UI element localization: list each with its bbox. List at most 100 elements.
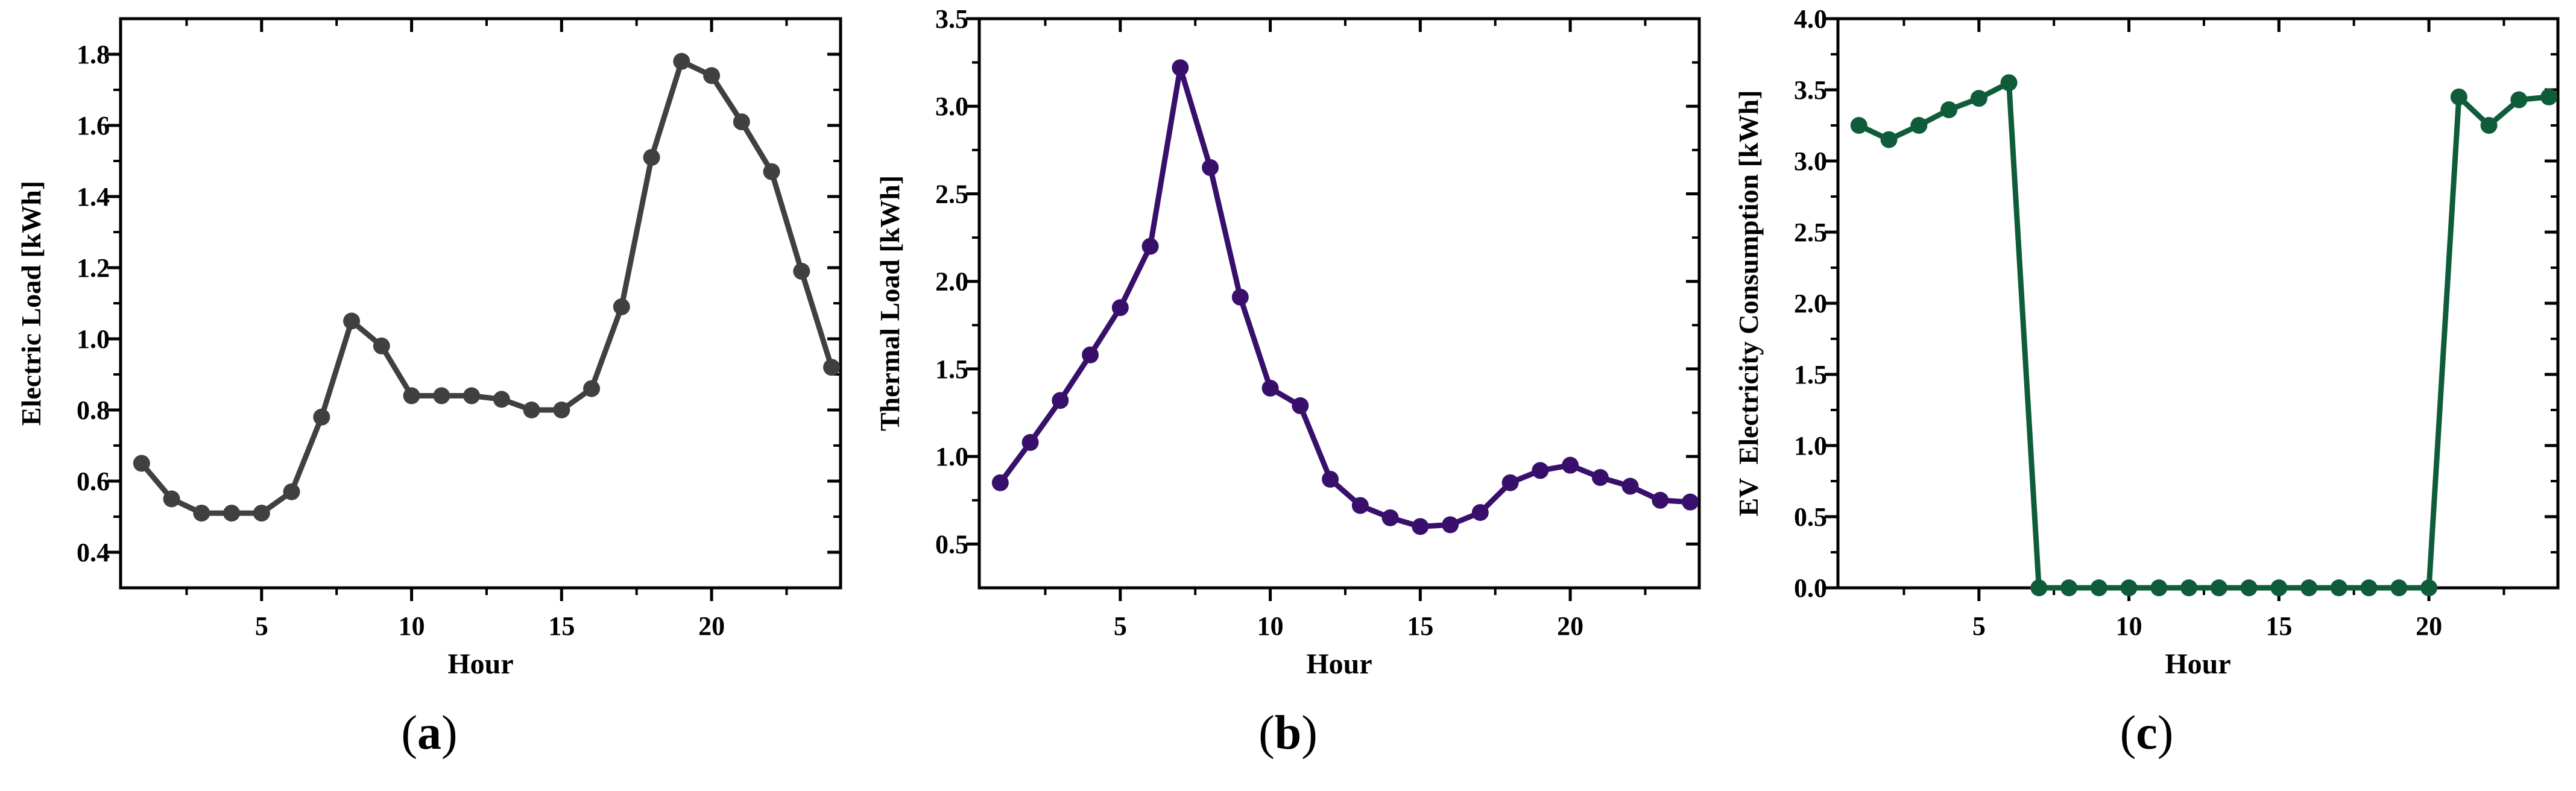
x-major-ticks: [1977, 19, 2431, 601]
data-point-marker: [1322, 470, 1339, 488]
data-point-marker: [403, 387, 420, 405]
y-minor-ticks: [113, 89, 841, 518]
data-point-marker: [133, 455, 150, 472]
y-tick-label: 0.4: [77, 538, 110, 567]
data-point-marker: [1501, 474, 1519, 491]
data-point-marker: [283, 483, 300, 500]
panel-b: Thermal Load [kWh] 5 10 15 20 0.5 1.0 1.5 2.0 2.…: [859, 0, 1717, 791]
data-point-marker: [523, 402, 540, 418]
data-point-marker: [583, 380, 601, 397]
data-point-marker: [613, 298, 630, 315]
y-tick-label: 3.5: [935, 4, 968, 34]
data-point-marker: [2480, 117, 2498, 134]
chart-a-plot: 5 10 15 20 0.4 0.6 0.8 1.0 1.2 1.4 1.6 1.8: [77, 17, 842, 641]
data-point-marker: [1141, 238, 1159, 255]
data-point-marker: [1172, 59, 1189, 77]
data-point-marker: [1021, 433, 1039, 451]
data-point-marker: [1850, 117, 1867, 134]
data-point-marker: [253, 505, 270, 522]
data-point-marker: [1202, 159, 1219, 176]
y-major-ticks: [107, 52, 841, 554]
x-tick-label: 15: [1407, 611, 1433, 641]
caption-letter: b: [1274, 707, 1302, 760]
data-point-marker: [2000, 74, 2018, 92]
panel-c: EV Electricity Consumption [kWh] 5 10 15 20…: [1717, 0, 2576, 791]
caption-letter: a: [417, 707, 441, 760]
x-tick-labels: 5 10 15 20: [1972, 611, 2442, 641]
caption-paren-open: (: [401, 707, 417, 760]
data-point-marker: [2450, 88, 2467, 106]
data-point-marker: [2210, 579, 2227, 596]
panel-caption-b: (b): [1258, 709, 1318, 757]
data-point-marker: [1910, 117, 1928, 134]
data-point-marker: [553, 402, 570, 418]
data-point-marker: [1261, 379, 1279, 397]
data-point-marker: [2180, 579, 2198, 596]
x-tick-label: 5: [1114, 611, 1127, 641]
data-point-marker: [763, 163, 780, 180]
y-tick-label: 1.0: [1794, 431, 1827, 461]
x-tick-label: 10: [2116, 611, 2142, 641]
panel-a: Electric Load [kWh] 5 10 15 20 0.4 0.6 0.8 1.0 1…: [0, 0, 859, 791]
data-point-marker: [2240, 579, 2258, 596]
y-tick-label: 2.0: [935, 267, 968, 297]
y-tick-label: 1.0: [935, 442, 968, 471]
data-point-marker: [1351, 497, 1369, 514]
data-point-marker: [2420, 579, 2438, 596]
data-point-marker: [1682, 493, 1699, 511]
x-tick-labels: 5 10 15 20: [1114, 611, 1583, 641]
data-point-marker: [2330, 579, 2347, 596]
data-point-marker: [433, 387, 450, 405]
caption-letter: c: [2136, 707, 2158, 760]
data-point-marker: [1052, 392, 1069, 409]
data-point-marker: [1652, 491, 1669, 509]
caption-paren-close: ): [441, 707, 458, 760]
x-tick-labels: 5 10 15 20: [255, 611, 725, 641]
data-point-marker: [1940, 101, 1958, 119]
x-tick-label: 20: [1557, 611, 1583, 641]
caption-paren-close: ): [1301, 707, 1318, 760]
caption-paren-open: (: [1258, 707, 1275, 760]
data-point-marker: [643, 149, 660, 166]
x-tick-label: 20: [698, 611, 725, 641]
x-axis-title: Hour: [447, 648, 514, 680]
series-markers: [133, 52, 841, 522]
caption-paren-close: ): [2157, 707, 2174, 760]
data-point-marker: [1621, 477, 1639, 495]
x-major-ticks: [1119, 19, 1572, 601]
data-point-marker: [1111, 299, 1129, 317]
data-point-marker: [2390, 579, 2408, 596]
data-point-marker: [1231, 288, 1249, 306]
x-tick-label: 15: [2265, 611, 2292, 641]
data-point-marker: [823, 359, 841, 376]
y-tick-label: 3.0: [935, 92, 968, 121]
chart-b-plot: 5 10 15 20 0.5 1.0 1.5 2.0 2.5 3.0 3.5: [935, 4, 1701, 641]
data-point-marker: [2030, 579, 2048, 596]
y-tick-label: 0.0: [1794, 573, 1827, 603]
caption-paren-open: (: [2120, 707, 2136, 760]
data-point-marker: [373, 337, 390, 355]
data-point-marker: [343, 312, 361, 330]
y-tick-label: 1.8: [77, 40, 110, 69]
data-point-marker: [2150, 579, 2168, 596]
data-point-marker: [991, 474, 1009, 491]
y-tick-label: 0.5: [1794, 502, 1827, 532]
y-minor-ticks: [972, 61, 1699, 502]
y-minor-ticks: [1831, 53, 2558, 553]
data-point-marker: [1880, 131, 1898, 148]
y-tick-label: 2.5: [935, 179, 968, 209]
data-point-marker: [2270, 579, 2288, 596]
data-point-marker: [1591, 469, 1609, 487]
y-tick-label: 2.0: [1794, 289, 1827, 318]
y-tick-labels: 0.0 0.5 1.0 1.5 2.0 2.5 3.0 3.5 4.0: [1794, 4, 1827, 603]
y-tick-label: 1.0: [77, 324, 110, 354]
data-point-marker: [1412, 518, 1429, 535]
x-minor-ticks: [1902, 19, 2505, 595]
data-point-marker: [1471, 504, 1489, 522]
data-point-marker: [2360, 579, 2378, 596]
series-markers: [991, 59, 1699, 535]
chart-c-plot: 5 10 15 20 0.0 0.5 1.0 1.5 2.0 2.5 3.0 3.5 4.0: [1794, 4, 2560, 641]
data-point-marker: [193, 505, 210, 522]
data-point-marker: [2090, 579, 2107, 596]
